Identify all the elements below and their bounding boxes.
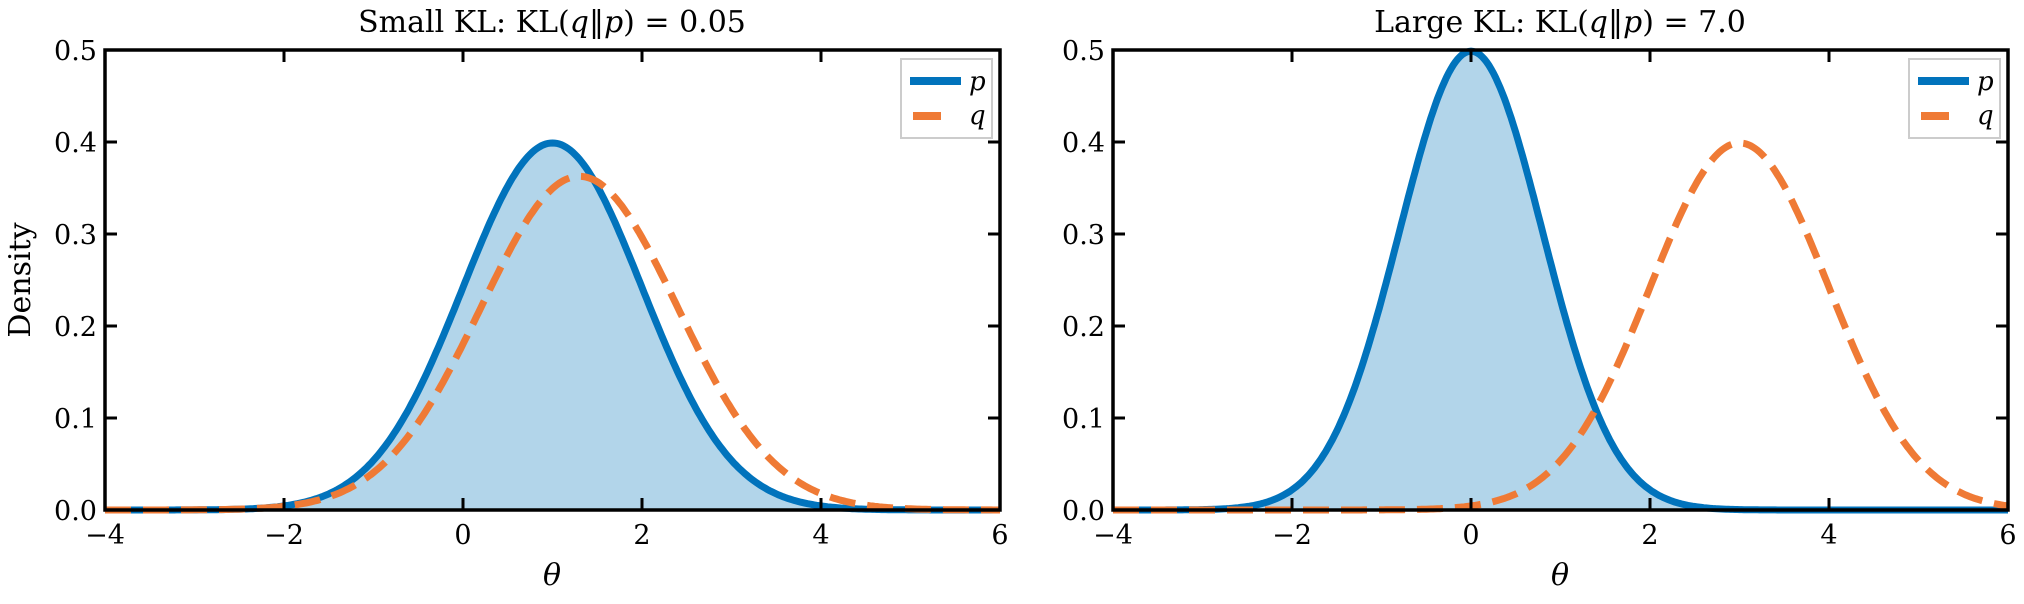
tick-labels: −4 −2 0 2 4 6 0.0 0.1 0.2 0.3 0.4 0.5 [1062,36,2017,551]
subplot-large-kl: Large KL: KL(q‖p) = 7.0 −4 −2 0 2 4 6 0.0 0.1 0.… [1062,5,2017,593]
tick-label: 2 [633,520,650,551]
tick-label: 4 [812,520,829,551]
tick-label: 0 [454,520,471,551]
legend-frame [900,58,993,139]
tick-label: 4 [1820,520,1837,551]
subplot-small-kl: Small KL: KL(q‖p) = 0.05 −4 −2 0 2 4 6 0.0 0.1 0… [54,5,1009,593]
x-axis-label: θ [543,558,561,593]
axis-ticks [1113,50,2008,510]
axis-ticks [105,50,1000,510]
legend-p-label: p [1977,67,1994,97]
tick-label: 0.1 [54,404,97,435]
tick-label: 0.1 [1062,404,1105,435]
tick-label: −4 [85,520,125,551]
x-axis-label: θ [1551,558,1569,593]
axes-frame [103,48,1002,512]
q-density-line [105,172,1000,514]
legend: p q [1908,58,2001,139]
p-density-fill [105,143,1000,510]
q-density-line [1113,139,2009,514]
legend: p q [900,58,993,139]
tick-label: 6 [1999,520,2016,551]
tick-label: 0.0 [54,496,97,527]
tick-label: 0.5 [54,36,97,67]
tick-label: 6 [991,520,1008,551]
axes-frame [1111,48,2010,512]
legend-frame [1908,58,2001,139]
tick-label: 0.4 [1062,128,1105,159]
tick-label: 0.4 [54,128,97,159]
subplot-title: Small KL: KL(q‖p) = 0.05 [358,5,746,40]
tick-label: 0.5 [1062,36,1105,67]
tick-label: 0 [1462,520,1479,551]
legend-q-label: q [969,101,986,131]
tick-label: −4 [1093,520,1133,551]
tick-label: 2 [1641,520,1658,551]
y-axis-label: Density [3,222,38,337]
tick-label: 0.3 [1062,220,1105,251]
legend-q-label: q [1977,101,1994,131]
tick-label: 0.2 [1062,312,1105,343]
p-density-fill [1113,51,2008,510]
tick-labels: −4 −2 0 2 4 6 0.0 0.1 0.2 0.3 0.4 0.5 [54,36,1009,551]
tick-label: −2 [1272,520,1312,551]
subplot-title: Large KL: KL(q‖p) = 7.0 [1374,5,1746,40]
tick-label: −2 [264,520,304,551]
legend-p-label: p [969,67,986,97]
tick-label: 0.0 [1062,496,1105,527]
tick-label: 0.2 [54,312,97,343]
tick-label: 0.3 [54,220,97,251]
